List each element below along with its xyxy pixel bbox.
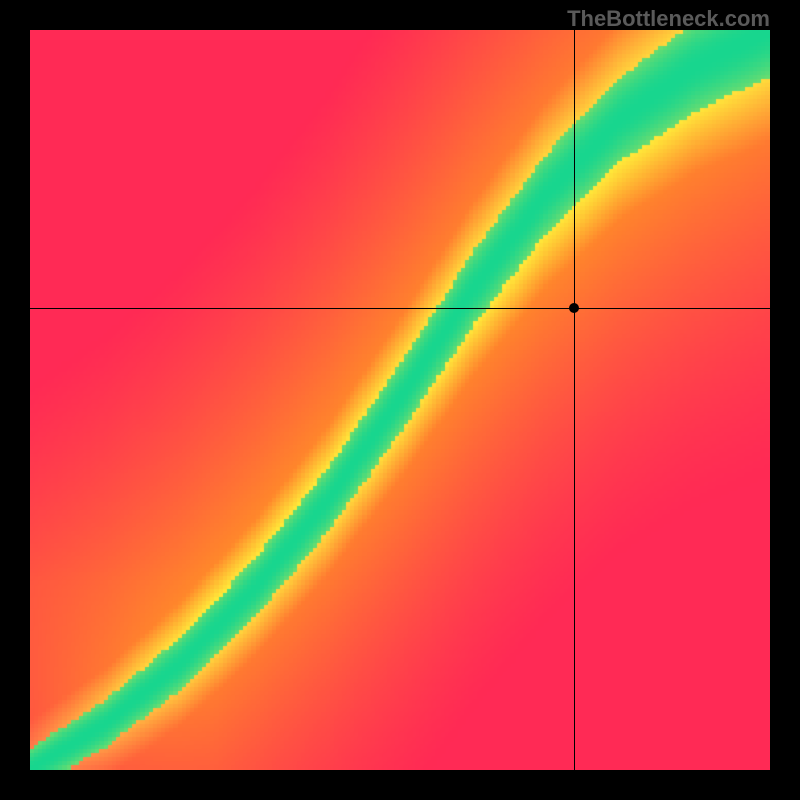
- chart-container: TheBottleneck.com: [0, 0, 800, 800]
- heatmap-canvas: [30, 30, 770, 770]
- plot-frame: [30, 30, 770, 770]
- watermark-text: TheBottleneck.com: [567, 6, 770, 32]
